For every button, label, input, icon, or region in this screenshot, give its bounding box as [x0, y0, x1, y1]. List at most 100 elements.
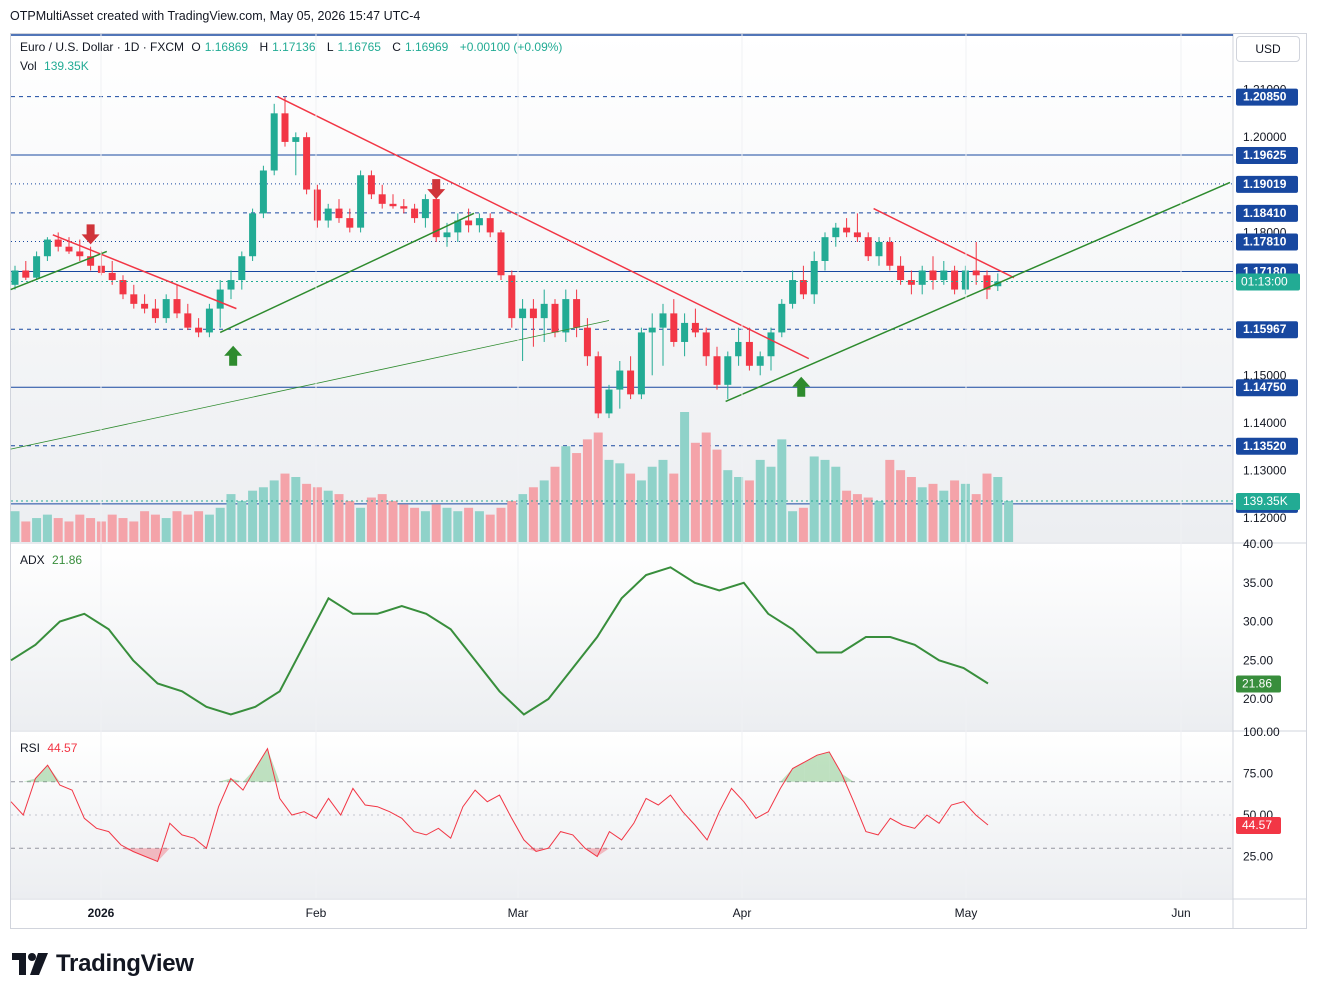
candle-body — [33, 256, 41, 278]
candle-body — [832, 227, 840, 238]
rsi-overbought-fill — [780, 768, 793, 782]
rsi-tick-label: 100.00 — [1243, 725, 1280, 739]
candle-body — [238, 256, 246, 281]
x-axis-label: Mar — [508, 906, 529, 920]
level-price-label: 1.20850 — [1243, 90, 1287, 104]
level-price-badge — [1236, 175, 1298, 193]
close-label: C 1.16969 — [392, 40, 452, 54]
volume-bar — [896, 470, 906, 542]
volume-bar — [64, 521, 74, 542]
candle-body — [605, 389, 613, 414]
adx-tick-label: 25.00 — [1243, 653, 1273, 667]
adx-value: 21.86 — [52, 553, 83, 567]
volume-bar — [1004, 500, 1014, 542]
rsi-overbought-fill — [23, 778, 36, 782]
countdown-badge — [1236, 273, 1300, 291]
volume-bar — [615, 463, 625, 542]
volume-bar — [399, 504, 409, 542]
high-label: H 1.17136 — [259, 40, 319, 54]
chart-credit: OTPMultiAsset created with TradingView.c… — [10, 9, 421, 23]
candle-body — [43, 239, 51, 257]
price-tick-label: 1.14000 — [1243, 416, 1287, 430]
volume-bar — [669, 473, 679, 542]
adx-key: ADX — [20, 553, 45, 567]
candle-body — [864, 237, 872, 257]
level-price-badge — [1236, 147, 1298, 165]
rsi-overbought-fill — [829, 751, 842, 782]
tradingview-logo[interactable]: TradingView — [12, 950, 194, 978]
candle-body — [648, 327, 656, 333]
open-label: O 1.16869 — [191, 40, 252, 54]
volume-bar — [593, 432, 603, 542]
trendline-red — [873, 207, 1015, 279]
rsi-overbought-fill — [243, 768, 256, 782]
volume-value: 139.35K — [44, 59, 89, 73]
rsi-line — [10, 747, 989, 863]
open-value: 1.16869 — [204, 40, 249, 54]
level-price-badge — [1236, 379, 1298, 397]
volume-bar — [183, 514, 193, 542]
ohlc-legend: Euro / U.S. Dollar · 1D · FXCM O 1.16869 … — [20, 40, 566, 54]
candle-body — [411, 208, 419, 219]
candle-body — [465, 220, 473, 226]
level-price-label: 1.17810 — [1243, 234, 1287, 248]
volume-bar — [226, 494, 236, 542]
volume-bar — [237, 500, 247, 542]
volume-bar — [334, 494, 344, 542]
volume-bar — [10, 511, 20, 542]
volume-bar — [885, 459, 895, 542]
candle-body — [22, 270, 30, 278]
volume-bar — [820, 459, 830, 542]
tradingview-logo-icon — [12, 953, 48, 975]
candle-body — [637, 332, 645, 395]
rsi-overbought-fill — [255, 748, 268, 782]
rsi-overbought-fill — [792, 761, 805, 782]
price-tick-label: 1.15000 — [1243, 368, 1287, 382]
volume-bar — [518, 494, 528, 542]
level-price-label: 1.19019 — [1243, 177, 1287, 191]
volume-bar — [21, 521, 31, 542]
candle-body — [173, 299, 181, 314]
volume-bar — [842, 490, 852, 542]
volume-legend: Vol 139.35K — [20, 59, 93, 73]
volume-bar — [150, 514, 160, 542]
candle-body — [951, 270, 959, 290]
candle-body — [324, 208, 332, 221]
candle-body — [227, 280, 235, 290]
candle-body — [54, 239, 62, 247]
rsi-overbought-fill — [35, 765, 48, 782]
candle-body — [87, 256, 95, 266]
candle-body — [151, 308, 159, 319]
candle-body — [961, 270, 969, 290]
low-value: 1.16765 — [337, 40, 381, 54]
rsi-badge-label: 44.57 — [1242, 818, 1272, 832]
currency-button[interactable]: USD — [1236, 36, 1300, 62]
volume-bar — [626, 473, 636, 542]
candle-body — [65, 246, 73, 252]
volume-bar — [118, 518, 128, 542]
candle-body — [724, 356, 732, 385]
volume-bar — [140, 511, 150, 542]
volume-bar — [960, 483, 970, 542]
high-key: H — [259, 40, 269, 54]
symbol-label: Euro / U.S. Dollar · 1D · FXCM — [20, 40, 185, 54]
price-tick-label: 1.20000 — [1243, 130, 1287, 144]
volume-bar — [269, 480, 279, 542]
candle-body — [389, 203, 397, 207]
level-price-label: 1.18410 — [1243, 206, 1287, 220]
candle-body — [529, 308, 537, 319]
adx-badge-label: 21.86 — [1242, 677, 1272, 691]
adx-legend: ADX 21.86 — [20, 553, 86, 567]
rsi-badge — [1236, 816, 1281, 834]
candle-body — [767, 332, 775, 357]
candle-body — [907, 280, 915, 285]
volume-bar — [939, 490, 949, 542]
candle-body — [497, 232, 505, 276]
x-axis-label: Feb — [306, 906, 327, 920]
x-axis-label: Apr — [733, 906, 752, 920]
candle-body — [713, 356, 721, 385]
candle-body — [519, 308, 527, 319]
candle-body — [540, 303, 548, 319]
volume-bar — [485, 514, 495, 542]
